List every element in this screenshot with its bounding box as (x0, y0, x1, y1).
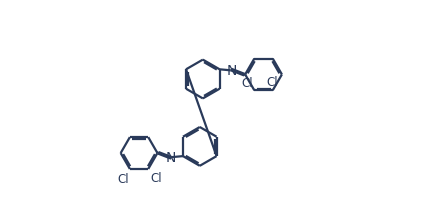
Text: Cl: Cl (266, 76, 278, 89)
Text: N: N (227, 64, 237, 77)
Text: N: N (165, 150, 176, 164)
Text: Cl: Cl (241, 76, 253, 89)
Text: Cl: Cl (117, 172, 129, 185)
Text: Cl: Cl (150, 171, 162, 184)
